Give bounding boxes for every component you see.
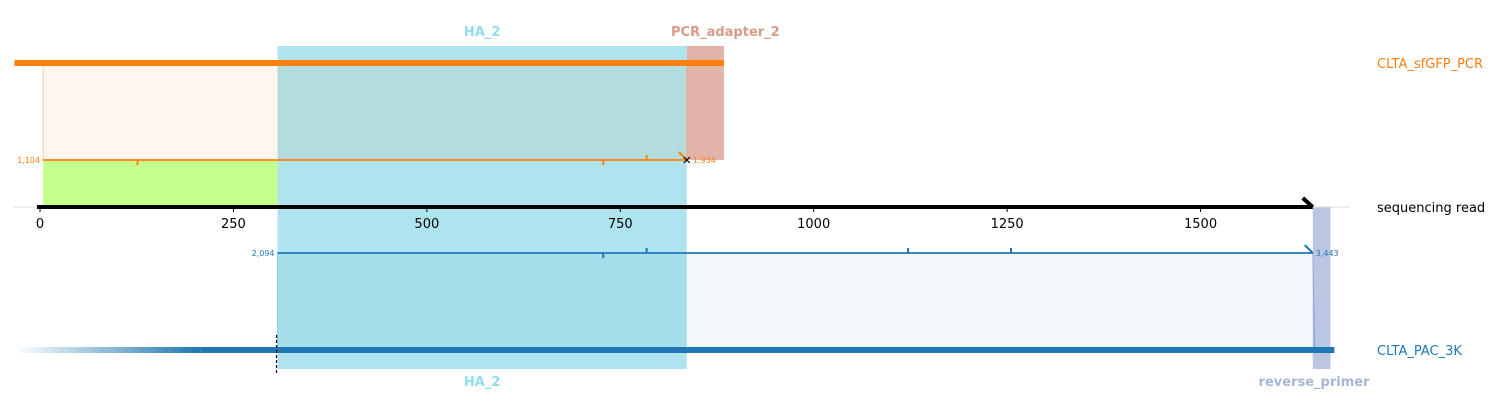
- sequencing-read-label: sequencing read: [1377, 201, 1485, 216]
- reference-bar-clta-sfgfp: [14, 60, 724, 66]
- unaligned-highlight: [43, 160, 278, 207]
- axis-tick-label: 0: [36, 217, 44, 232]
- ref-start-label-clta-sfgfp: 1,104: [17, 156, 40, 165]
- feature-box-bottom-0: [277, 207, 687, 369]
- sequencing-read-arrowhead: [1301, 196, 1315, 209]
- axis-tick-label: 1500: [1184, 217, 1217, 232]
- ref-end-label-clta-pac: 3,443: [1316, 249, 1339, 258]
- reference-bar-fade-clta-pac: [14, 347, 201, 353]
- reference-bar-clta-pac: [200, 347, 1335, 353]
- ref-start-label-clta-pac: 2,094: [252, 249, 275, 258]
- feature-box-bottom-1: [1312, 207, 1331, 369]
- axis-tick-label: 250: [221, 217, 246, 232]
- feature-box-middle-ha2: [277, 160, 687, 207]
- axis-tick-label: 500: [414, 217, 439, 232]
- reference-name-clta-sfgfp: CLTA_sfGFP_PCR: [1377, 57, 1483, 72]
- marks-layer: [14, 60, 1350, 374]
- alignment-shading-clta-sfgfp: [42, 62, 688, 161]
- alignment-end-hook-clta-pac: [1304, 244, 1314, 254]
- alignment-end-cross-clta-sfgfp: [683, 156, 691, 164]
- feature-label-bottom: reverse_primer: [1259, 375, 1371, 390]
- alignment-shading-clta-pac: [277, 252, 1316, 351]
- feature-label-top: PCR_adapter_2: [671, 25, 780, 40]
- axis-tick-label: 1250: [991, 217, 1024, 232]
- axis-tick-label: 1000: [797, 217, 830, 232]
- labels-layer: 0 250 500 750 1000 1250 1500 HA_2 PCR_adapter_2 H…: [17, 25, 1485, 390]
- feature-label-bottom: HA_2: [464, 375, 501, 390]
- axis-tick-label: 750: [608, 217, 633, 232]
- ref-end-label-clta-sfgfp: 1,934: [693, 156, 716, 165]
- feature-label-top: HA_2: [464, 25, 501, 40]
- reference-name-clta-pac: CLTA_PAC_3K: [1377, 344, 1462, 359]
